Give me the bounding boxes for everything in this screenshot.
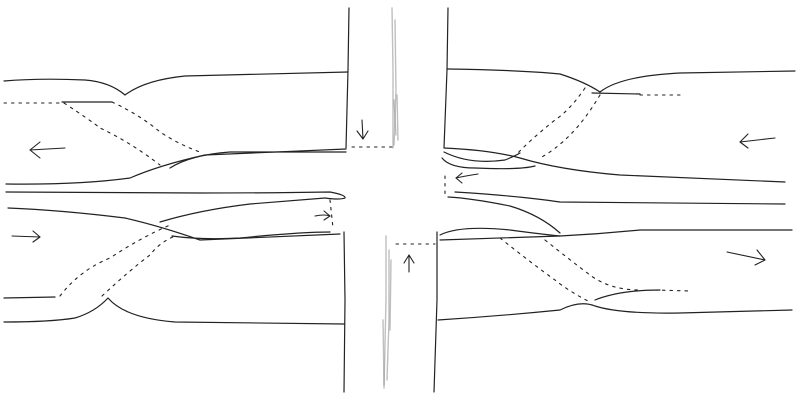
east-upper-dash-2 <box>514 87 586 157</box>
west-lower-lane-edge <box>171 231 331 240</box>
west-lower-short-edge <box>3 296 56 299</box>
east-upper-lane-edge <box>591 92 641 95</box>
west-upper-dash-2 <box>63 102 161 166</box>
west-upper-dash-3 <box>111 101 201 153</box>
east-road-middle <box>454 191 786 205</box>
west-road-center-upper <box>5 148 347 185</box>
north-median-shading <box>391 7 399 149</box>
arrow-right-icon <box>314 210 331 221</box>
west-road-top-edge <box>3 71 349 96</box>
south-median-shading <box>382 235 392 389</box>
west-stop-dash <box>329 199 334 229</box>
west-median-tip <box>7 207 341 241</box>
arrow-left-icon <box>739 133 776 149</box>
arrow-left-icon <box>29 141 66 159</box>
east-road-bottom-edge <box>437 303 793 321</box>
west-lower-dash-2 <box>101 235 176 297</box>
north-road-left-edge <box>345 7 350 149</box>
west-road-gap-top <box>5 191 201 194</box>
arrow-up-icon <box>403 254 415 273</box>
west-median-nose <box>159 197 326 223</box>
direction-arrows <box>11 119 776 273</box>
west-road <box>3 71 349 325</box>
east-lower-dash-3 <box>654 289 691 292</box>
vertical-road <box>343 7 449 393</box>
east-median-nose <box>447 196 561 234</box>
east-upper-dash-3 <box>539 94 601 159</box>
west-upper-lane-curve <box>169 151 347 169</box>
east-upper-lane-curve <box>443 151 521 162</box>
east-road-top-edge <box>446 68 796 93</box>
arrow-right-icon <box>726 249 766 266</box>
arrow-down-icon <box>356 119 369 140</box>
east-road-center-upper <box>443 147 786 183</box>
east-lower-lane-edge <box>439 227 561 237</box>
east-lower-dash-1 <box>499 237 591 303</box>
west-median-inner <box>199 191 346 200</box>
east-lower-short-edge <box>594 289 661 301</box>
north-road-right-edge <box>443 7 449 149</box>
west-road-bottom-edge <box>3 297 345 325</box>
arrow-right-icon <box>11 230 41 243</box>
east-median-inner <box>441 157 536 170</box>
south-road-left-edge <box>343 231 346 393</box>
east-road <box>437 68 796 321</box>
east-lower-approach <box>439 229 793 241</box>
east-lower-dash-2 <box>544 239 641 291</box>
west-lower-dash-1 <box>59 224 171 297</box>
arrow-left-icon <box>455 172 479 184</box>
south-road-right-edge <box>433 231 438 393</box>
